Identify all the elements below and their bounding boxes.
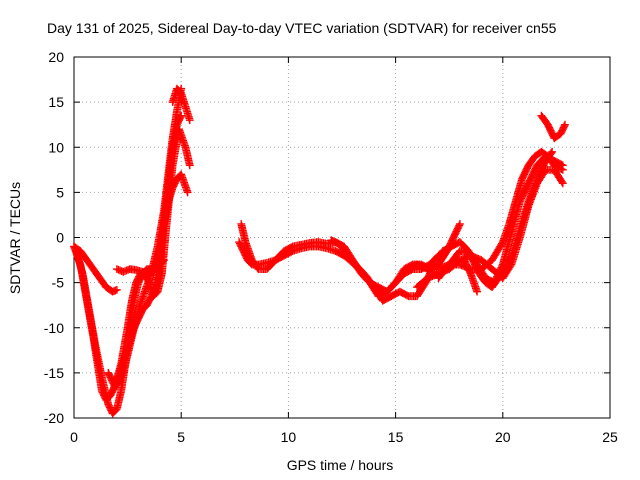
- data-point: [177, 111, 186, 120]
- y-tick-label: 15: [48, 94, 64, 110]
- y-tick-label: 20: [48, 49, 64, 65]
- data-point: [183, 188, 192, 197]
- axis-ticks: 0 5 10 15 20 25 -20 -15 -10 -5 0 5 10 15 20: [44, 49, 618, 445]
- series-arc-l: [413, 165, 567, 292]
- y-tick-label: 5: [56, 184, 64, 200]
- series-arc-o: [460, 256, 481, 296]
- x-tick-label: 5: [177, 429, 185, 445]
- data-point: [558, 179, 567, 188]
- y-axis-label: SDTVAR / TECUs: [7, 182, 23, 294]
- x-tick-label: 15: [388, 429, 404, 445]
- y-tick-label: -20: [44, 410, 64, 426]
- x-tick-label: 20: [495, 429, 511, 445]
- data-point: [112, 285, 121, 294]
- chart-title: Day 131 of 2025, Sidereal Day-to-day VTE…: [47, 20, 557, 36]
- data-point: [456, 220, 464, 228]
- data-point: [561, 120, 569, 129]
- data-point: [159, 257, 167, 266]
- series-arc-f: [112, 256, 168, 278]
- data-point: [160, 256, 168, 264]
- series-arc-n: [537, 111, 569, 143]
- data-point: [557, 165, 566, 173]
- data-point: [547, 149, 556, 157]
- x-axis-label: GPS time / hours: [287, 457, 394, 473]
- x-tick-label: 0: [70, 429, 78, 445]
- series-arc-g: [168, 84, 194, 125]
- y-tick-label: -15: [44, 365, 64, 381]
- series-arc-j: [327, 152, 567, 305]
- x-tick-label: 25: [602, 429, 618, 445]
- data-point: [185, 116, 194, 125]
- series-arc-e: [104, 125, 194, 391]
- y-tick-label: -10: [44, 320, 64, 336]
- data-point: [185, 161, 194, 170]
- grid-lines: [74, 57, 610, 418]
- data-point: [558, 165, 567, 174]
- y-tick-label: 0: [56, 230, 64, 246]
- series-arc-a: [70, 242, 121, 296]
- x-tick-label: 10: [281, 429, 297, 445]
- data-point: [548, 147, 557, 156]
- data-point: [287, 243, 296, 252]
- y-tick-label: 10: [48, 139, 64, 155]
- data-point: [403, 291, 411, 300]
- data-point: [473, 287, 481, 296]
- data-points: [70, 84, 569, 418]
- y-tick-label: -5: [52, 275, 65, 291]
- series-arc-m: [434, 147, 557, 292]
